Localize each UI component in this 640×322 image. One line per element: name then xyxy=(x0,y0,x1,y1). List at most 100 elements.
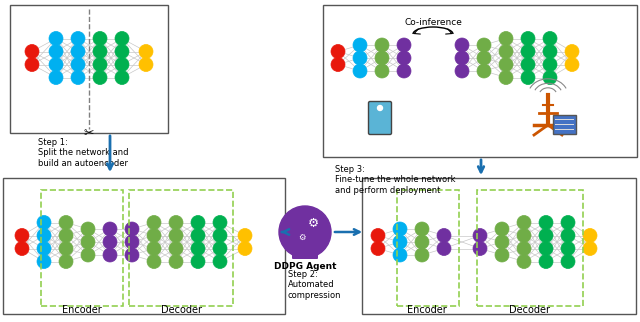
Circle shape xyxy=(371,242,385,255)
Circle shape xyxy=(191,242,205,255)
Circle shape xyxy=(71,32,85,45)
Circle shape xyxy=(561,242,575,255)
Circle shape xyxy=(543,58,557,71)
FancyBboxPatch shape xyxy=(552,115,575,134)
Circle shape xyxy=(25,58,39,71)
Circle shape xyxy=(495,222,509,236)
Circle shape xyxy=(495,235,509,249)
Circle shape xyxy=(499,44,513,59)
Circle shape xyxy=(375,51,389,65)
Circle shape xyxy=(191,254,205,269)
Circle shape xyxy=(521,71,535,84)
Circle shape xyxy=(71,44,85,59)
Circle shape xyxy=(517,229,531,242)
Circle shape xyxy=(397,38,411,52)
Circle shape xyxy=(25,44,39,59)
Circle shape xyxy=(499,32,513,45)
Circle shape xyxy=(139,44,153,59)
Text: ✂: ✂ xyxy=(84,127,94,140)
Circle shape xyxy=(539,229,553,242)
Circle shape xyxy=(371,229,385,242)
Circle shape xyxy=(378,106,383,110)
Circle shape xyxy=(59,242,73,255)
Circle shape xyxy=(15,242,29,255)
Circle shape xyxy=(71,71,85,84)
Circle shape xyxy=(477,64,491,78)
Circle shape xyxy=(583,229,597,242)
Circle shape xyxy=(415,235,429,249)
Circle shape xyxy=(125,248,139,262)
Circle shape xyxy=(565,58,579,71)
Circle shape xyxy=(415,248,429,262)
Text: Step 1:
Split the network and
build an autoencoder: Step 1: Split the network and build an a… xyxy=(38,138,129,168)
Circle shape xyxy=(539,215,553,230)
Circle shape xyxy=(521,58,535,71)
Text: DDPG Agent: DDPG Agent xyxy=(274,262,336,271)
FancyBboxPatch shape xyxy=(292,247,318,259)
Circle shape xyxy=(125,235,139,249)
Circle shape xyxy=(455,51,469,65)
Circle shape xyxy=(477,51,491,65)
Circle shape xyxy=(437,229,451,242)
Circle shape xyxy=(125,222,139,236)
Circle shape xyxy=(169,242,183,255)
Circle shape xyxy=(115,58,129,71)
Circle shape xyxy=(375,64,389,78)
Circle shape xyxy=(213,215,227,230)
Circle shape xyxy=(191,215,205,230)
Circle shape xyxy=(238,242,252,255)
Circle shape xyxy=(93,71,107,84)
Circle shape xyxy=(565,44,579,59)
Circle shape xyxy=(37,229,51,242)
Circle shape xyxy=(473,242,487,255)
Circle shape xyxy=(147,215,161,230)
Circle shape xyxy=(139,58,153,71)
FancyBboxPatch shape xyxy=(362,178,636,314)
Circle shape xyxy=(81,248,95,262)
Circle shape xyxy=(561,254,575,269)
Text: ⚙: ⚙ xyxy=(298,232,306,242)
Circle shape xyxy=(499,71,513,84)
Circle shape xyxy=(539,242,553,255)
Circle shape xyxy=(331,58,345,71)
Text: ⚙: ⚙ xyxy=(307,216,319,230)
Circle shape xyxy=(521,32,535,45)
Circle shape xyxy=(455,64,469,78)
Circle shape xyxy=(37,242,51,255)
Circle shape xyxy=(517,254,531,269)
Circle shape xyxy=(543,44,557,59)
Circle shape xyxy=(115,44,129,59)
Circle shape xyxy=(521,44,535,59)
Circle shape xyxy=(437,242,451,255)
Circle shape xyxy=(169,229,183,242)
Circle shape xyxy=(15,229,29,242)
Circle shape xyxy=(539,254,553,269)
Circle shape xyxy=(213,242,227,255)
Circle shape xyxy=(583,242,597,255)
Circle shape xyxy=(561,229,575,242)
Circle shape xyxy=(37,254,51,269)
Circle shape xyxy=(115,32,129,45)
Text: Step 2:
Automated
compression: Step 2: Automated compression xyxy=(288,270,342,300)
Circle shape xyxy=(375,38,389,52)
Circle shape xyxy=(169,254,183,269)
Circle shape xyxy=(147,229,161,242)
Circle shape xyxy=(279,206,331,258)
Circle shape xyxy=(517,215,531,230)
Circle shape xyxy=(517,242,531,255)
Circle shape xyxy=(147,254,161,269)
Circle shape xyxy=(59,254,73,269)
Circle shape xyxy=(393,235,407,249)
Circle shape xyxy=(543,71,557,84)
Circle shape xyxy=(81,222,95,236)
Circle shape xyxy=(49,44,63,59)
Circle shape xyxy=(455,38,469,52)
Circle shape xyxy=(543,32,557,45)
Circle shape xyxy=(499,58,513,71)
Circle shape xyxy=(393,222,407,236)
Text: Decoder: Decoder xyxy=(509,305,550,315)
Circle shape xyxy=(147,242,161,255)
Circle shape xyxy=(93,32,107,45)
Circle shape xyxy=(93,44,107,59)
FancyBboxPatch shape xyxy=(323,5,637,157)
